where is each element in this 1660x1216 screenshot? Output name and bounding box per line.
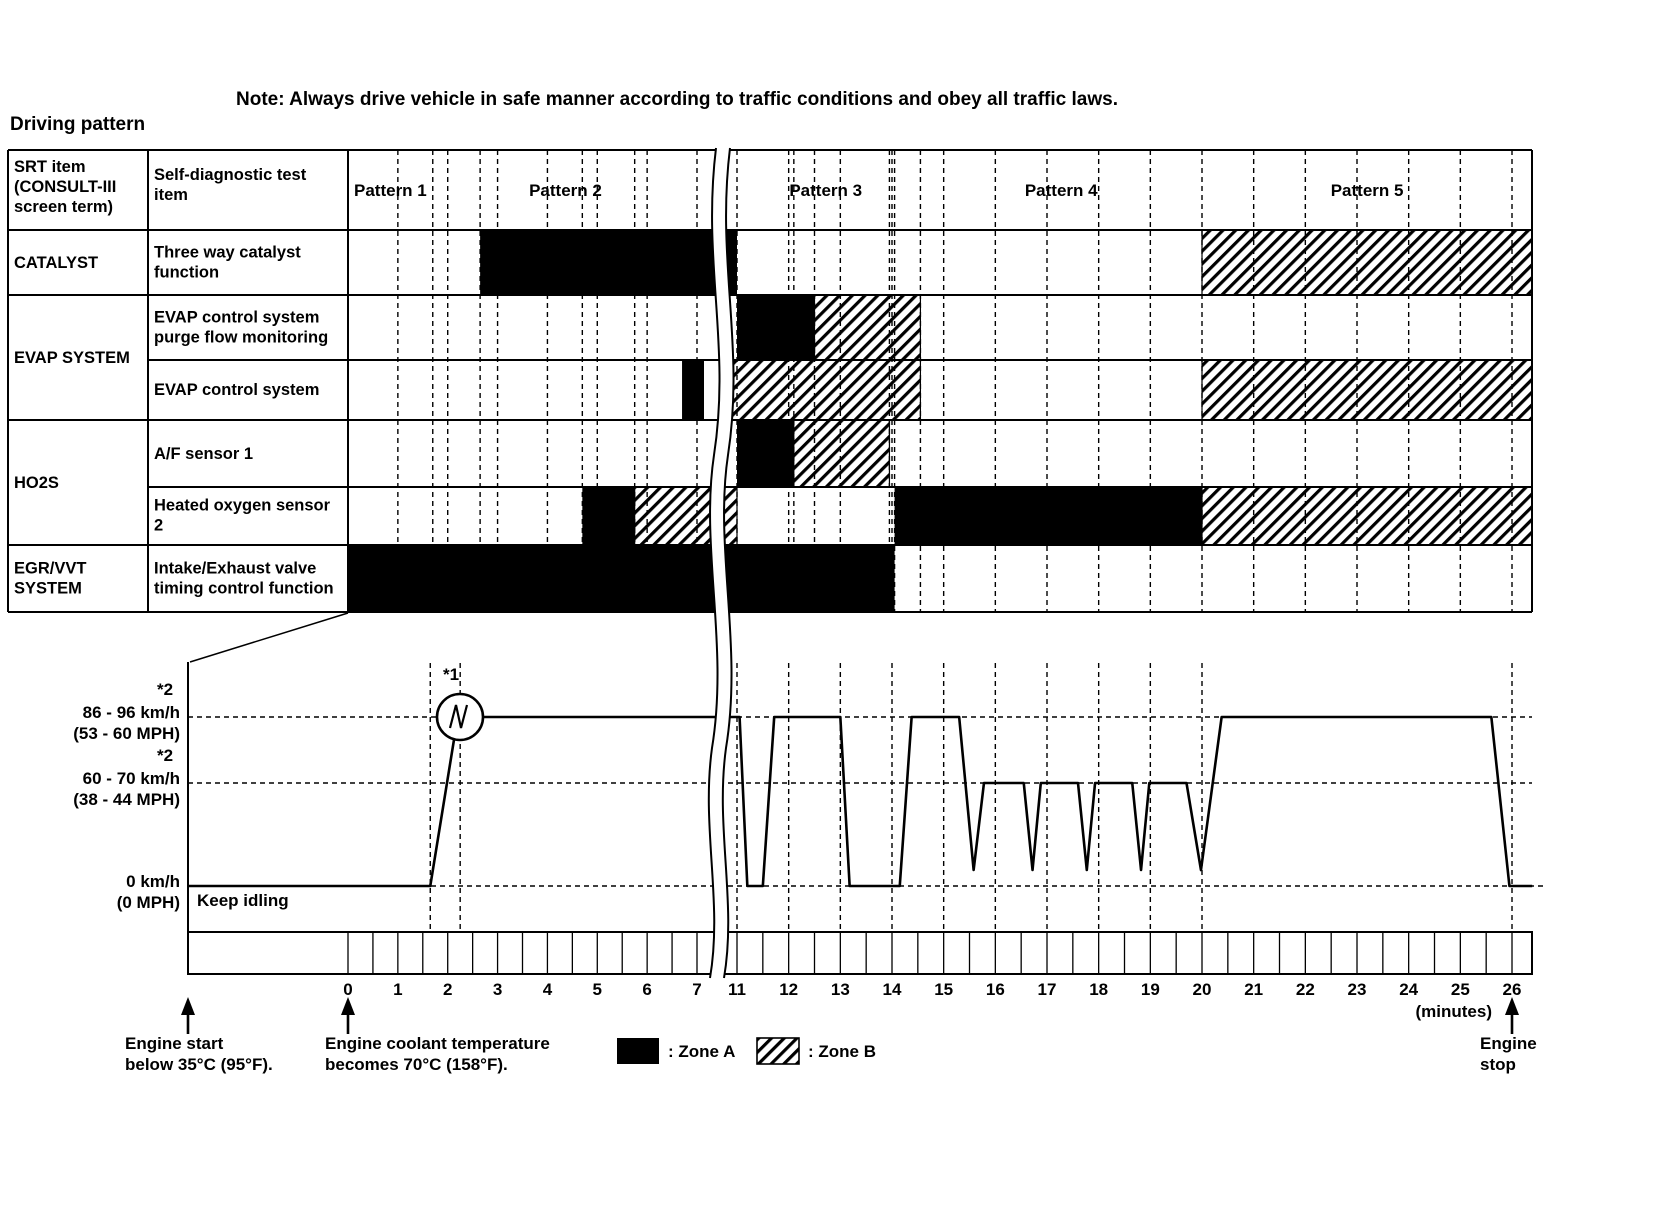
minutes-unit-label: (minutes) xyxy=(1415,1002,1493,1021)
acceleration-symbol-glyph xyxy=(448,704,469,729)
pattern-label: Pattern 5 xyxy=(1330,181,1404,200)
test-item-label: EVAP control system xyxy=(154,380,320,399)
speed-level-label: 0 km/h (0 MPH) xyxy=(116,871,180,912)
minute-label: 0 xyxy=(343,980,353,999)
acceleration-symbol xyxy=(435,692,485,742)
zone-a-bar xyxy=(894,487,1203,545)
zone-b-bar xyxy=(813,294,922,361)
srt-item-label: EGR/VVT SYSTEM xyxy=(14,559,87,598)
minute-label: 2 xyxy=(442,980,453,999)
column-header-srt-item: SRT item (CONSULT-III screen term) xyxy=(14,158,117,216)
minute-label: 21 xyxy=(1244,980,1264,999)
footnote-star2: *2 xyxy=(157,746,174,765)
minute-label: 12 xyxy=(779,980,799,999)
zone-a-bar xyxy=(737,295,815,360)
pattern-label: Pattern 1 xyxy=(354,181,427,200)
minute-label: 5 xyxy=(592,980,603,999)
zone-a-bar xyxy=(582,487,635,545)
test-item-label: Heated oxygen sensor 2 xyxy=(154,496,331,535)
minute-label: 4 xyxy=(542,980,553,999)
zone-a-bar xyxy=(480,230,737,295)
engine-stop-annotation: Engine stop xyxy=(1480,1034,1537,1075)
page-title: Driving pattern xyxy=(10,114,146,135)
pattern-label: Pattern 2 xyxy=(529,181,602,200)
up-arrow-icon xyxy=(341,997,355,1015)
minute-label: 24 xyxy=(1399,980,1419,999)
column-header-test-item: Self-diagnostic test item xyxy=(154,166,307,204)
time-ruler xyxy=(187,931,1533,975)
minute-label: 20 xyxy=(1192,980,1212,999)
zone-a-bar xyxy=(737,420,794,487)
srt-item-label: CATALYST xyxy=(14,253,99,272)
legend-zone-b-label: : Zone B xyxy=(808,1042,876,1061)
minute-label: 19 xyxy=(1140,980,1160,999)
engine-start-annotation: Engine start below 35°C (95°F). xyxy=(125,1034,273,1075)
test-item-label: Intake/Exhaust valve timing control func… xyxy=(154,559,334,598)
srt-item-label: EVAP SYSTEM xyxy=(14,348,130,367)
minute-label: 1 xyxy=(393,980,403,999)
keep-idling-label: Keep idling xyxy=(197,891,289,910)
minute-label: 13 xyxy=(830,980,850,999)
zone-b-swatch xyxy=(756,1037,800,1065)
minute-label: 16 xyxy=(985,980,1005,999)
minute-label: 25 xyxy=(1450,980,1470,999)
safety-note: Note: Always drive vehicle in safe manne… xyxy=(236,89,1118,110)
zone-b-bar xyxy=(793,419,891,488)
minute-label: 14 xyxy=(882,980,902,999)
up-arrow-icon xyxy=(181,997,195,1015)
axis-break-left-line xyxy=(707,147,721,979)
minute-label: 11 xyxy=(728,980,746,999)
zone-b-bar xyxy=(1201,359,1533,421)
minute-label: 3 xyxy=(492,980,503,999)
minute-label: 6 xyxy=(642,980,652,999)
srt-item-label: HO2S xyxy=(14,473,59,492)
minute-label: 26 xyxy=(1502,980,1522,999)
zone-a-swatch xyxy=(617,1038,659,1064)
zone-a-bar xyxy=(348,545,895,612)
axis-break xyxy=(708,148,734,978)
table-graph-connector xyxy=(189,612,349,663)
legend-zone-a-label: : Zone A xyxy=(668,1042,736,1061)
zone-b-bar xyxy=(1201,486,1533,546)
pattern-label: Pattern 4 xyxy=(1024,181,1098,200)
zone-b-bar xyxy=(1201,229,1533,296)
speed-trace xyxy=(188,715,1533,888)
footnote-star1: *1 xyxy=(443,665,460,684)
minute-label: 15 xyxy=(934,980,954,999)
minute-label: 22 xyxy=(1295,980,1315,999)
minute-label: 17 xyxy=(1037,980,1057,999)
speed-level-label: 86 - 96 km/h (53 - 60 MPH) xyxy=(73,702,180,743)
speed-level-label: 60 - 70 km/h (38 - 44 MPH) xyxy=(73,768,180,809)
minute-label: 23 xyxy=(1347,980,1367,999)
zone-a-bar xyxy=(682,360,704,420)
axis-break-right-line xyxy=(721,147,735,979)
up-arrow-icon xyxy=(1505,997,1519,1015)
minute-label: 7 xyxy=(692,980,702,999)
test-item-label: A/F sensor 1 xyxy=(154,444,254,463)
footnote-star2: *2 xyxy=(157,680,174,699)
pattern-label: Pattern 3 xyxy=(789,181,863,200)
minute-label: 18 xyxy=(1089,980,1109,999)
coolant-annotation: Engine coolant temperature becomes 70°C … xyxy=(325,1034,550,1075)
test-item-label: Three way catalyst function xyxy=(154,243,301,282)
test-item-label: EVAP control system purge flow monitorin… xyxy=(154,308,329,347)
